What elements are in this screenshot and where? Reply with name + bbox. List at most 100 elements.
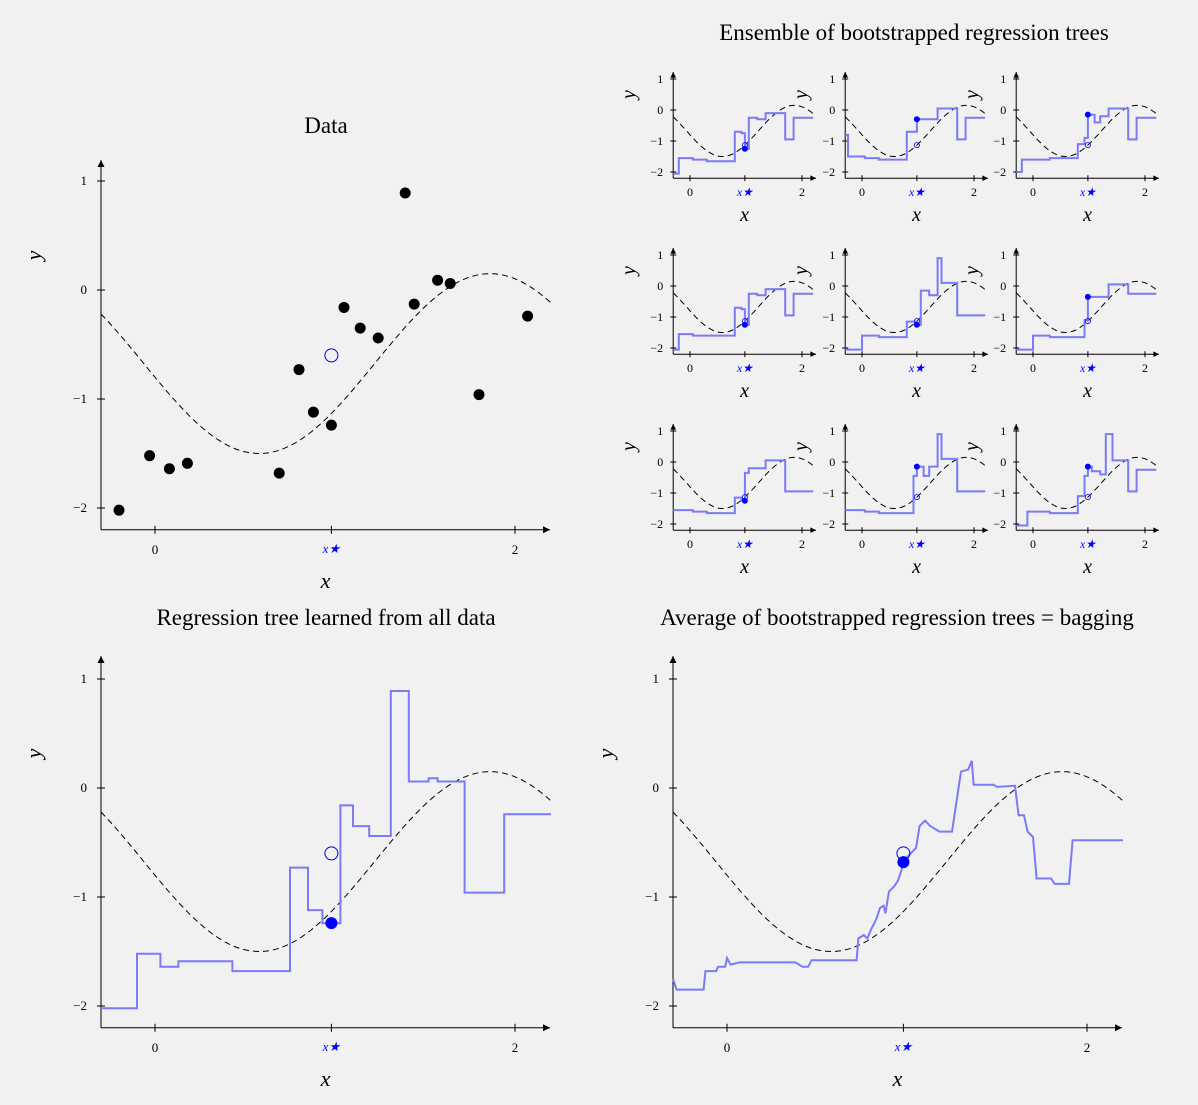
prediction-marker [1084, 293, 1091, 300]
y-tick-label: −2 [822, 341, 835, 355]
x-tick-label: 2 [1142, 361, 1148, 375]
true-function-curve [1015, 104, 1157, 157]
y-tick-label: 0 [829, 455, 835, 469]
x-axis-arrow [543, 1024, 550, 1032]
y-tick-label: −2 [645, 998, 659, 1013]
title-bagging: Average of bootstrapped regression trees… [660, 605, 1134, 630]
bootstrap-tree-line [673, 459, 814, 515]
y-tick-label: −1 [650, 310, 663, 324]
x-tick-label: 0 [859, 361, 865, 375]
y-tick-label: 1 [657, 424, 663, 438]
bootstrap-tree-line [845, 107, 986, 161]
x-axis-label: x [892, 1066, 903, 1091]
plot-data: 0 2 1 0 −1 −2 x★ x y [21, 160, 552, 593]
x-tick-label: 2 [512, 542, 519, 557]
ensemble-panel: 0 2 1 0 −1 −2 x★ x y [618, 72, 816, 226]
xstar-label: x★ [1079, 185, 1097, 199]
y-tick-label: −1 [650, 134, 663, 148]
y-axis-label: y [618, 442, 640, 453]
y-tick-label: 0 [657, 279, 663, 293]
true-value-marker [324, 846, 339, 861]
y-axis-label: y [790, 266, 812, 277]
data-point [144, 450, 156, 462]
true-value-marker [913, 494, 920, 501]
y-tick-label: −2 [822, 165, 835, 179]
y-tick-label: −1 [993, 134, 1006, 148]
true-value-marker [913, 142, 920, 149]
y-tick-label: −2 [650, 165, 663, 179]
y-axis-label: y [961, 442, 983, 453]
y-tick-label: −1 [645, 889, 659, 904]
data-point [293, 364, 305, 376]
y-tick-label: −2 [650, 517, 663, 531]
true-function-curve [844, 104, 986, 157]
y-tick-label: 1 [829, 72, 835, 86]
x-tick-label: 2 [971, 537, 977, 551]
x-tick-label: 2 [1142, 185, 1148, 199]
true-function-curve [672, 771, 1124, 953]
xstar-label: x★ [322, 1039, 342, 1054]
true-function-curve [844, 456, 986, 509]
y-axis-label: y [21, 250, 46, 262]
y-axis-arrow [670, 248, 676, 254]
y-tick-label: −2 [993, 517, 1006, 531]
x-axis-arrow [1115, 1024, 1122, 1032]
x-tick-label: 0 [1030, 537, 1036, 551]
y-axis-arrow [1013, 72, 1019, 78]
x-tick-label: 0 [1030, 361, 1036, 375]
xstar-label: x★ [908, 537, 926, 551]
xstar-label: x★ [1079, 361, 1097, 375]
prediction-marker [913, 321, 920, 328]
title-data: Data [304, 113, 347, 138]
y-tick-label: −1 [993, 310, 1006, 324]
y-tick-label: 0 [1000, 455, 1006, 469]
data-point [399, 187, 411, 199]
y-tick-label: −1 [73, 889, 87, 904]
y-axis-label: y [790, 90, 812, 101]
bootstrap-tree-line [845, 257, 986, 351]
y-tick-label: 1 [653, 671, 660, 686]
xstar-label: x★ [322, 541, 342, 556]
y-tick-label: 1 [1000, 424, 1006, 438]
x-axis-label: x [1082, 380, 1092, 402]
prediction-marker [913, 116, 920, 123]
y-tick-label: 1 [81, 173, 88, 188]
x-tick-label: 0 [152, 1040, 159, 1055]
y-tick-label: 1 [1000, 248, 1006, 262]
x-axis-label: x [1082, 556, 1092, 578]
plot-single-tree: 0 2 1 0 −1 −2 x★ x y [21, 656, 552, 1091]
x-axis-arrow [810, 527, 816, 533]
data-point [354, 322, 366, 334]
y-axis-label: y [961, 90, 983, 101]
data-point [444, 277, 456, 289]
x-axis-label: x [320, 1066, 331, 1091]
x-axis-label: x [911, 204, 921, 226]
x-axis-label: x [739, 204, 749, 226]
true-function-curve [672, 280, 814, 333]
data-point [372, 332, 384, 344]
y-axis-arrow [842, 248, 848, 254]
true-function-curve [100, 273, 552, 455]
y-tick-label: −1 [822, 310, 835, 324]
ensemble-panel: 0 2 1 0 −1 −2 x★ x y [961, 248, 1159, 402]
y-axis-label: y [618, 90, 640, 101]
x-tick-label: 0 [687, 361, 693, 375]
y-tick-label: 0 [653, 780, 660, 795]
prediction-marker [1084, 463, 1091, 470]
y-tick-label: 0 [657, 455, 663, 469]
y-axis-label: y [593, 748, 618, 760]
true-function-curve [1015, 280, 1157, 333]
y-tick-label: 0 [1000, 279, 1006, 293]
y-tick-label: −2 [73, 500, 87, 515]
x-axis-arrow [1153, 175, 1159, 181]
true-value-marker [1084, 142, 1091, 149]
xstar-label: x★ [908, 361, 926, 375]
x-tick-label: 2 [799, 185, 805, 199]
true-function-curve [1015, 456, 1157, 509]
y-tick-label: −2 [650, 341, 663, 355]
x-axis-arrow [982, 527, 988, 533]
y-axis-arrow [97, 656, 105, 663]
y-tick-label: −1 [73, 391, 87, 406]
y-axis-arrow [97, 160, 105, 167]
